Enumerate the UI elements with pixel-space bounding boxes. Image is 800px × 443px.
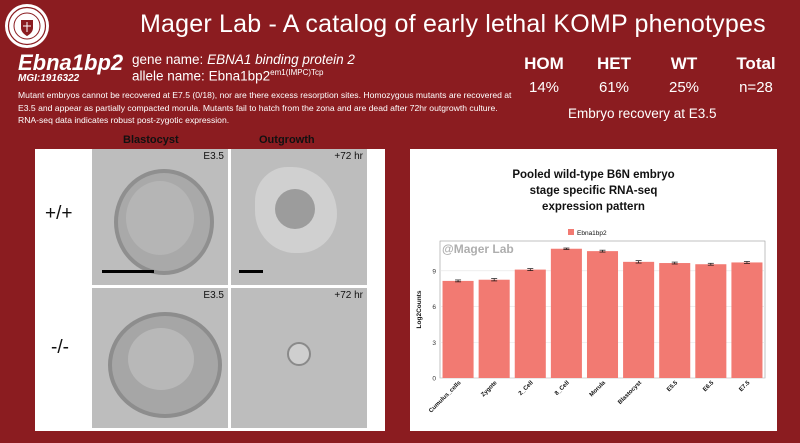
gene-name: gene name: EBNA1 binding protein 2: [132, 52, 355, 67]
chart-title-line-2: stage specific RNA-seq: [529, 185, 658, 197]
stat-wt: WT 25%: [655, 54, 713, 96]
stat-hom: HOM 14%: [515, 54, 573, 96]
stat-value: n=28: [739, 79, 773, 96]
mgi-id: MGI:1916322: [18, 73, 80, 84]
bar: [586, 251, 619, 378]
gene-name-value: EBNA1 binding protein 2: [207, 52, 355, 67]
stage-tag: +72 hr: [334, 151, 363, 162]
recovery-caption: Embryo recovery at E3.5: [568, 106, 717, 121]
stat-total: Total n=28: [725, 54, 787, 96]
page-title: Mager Lab - A catalog of early lethal KO…: [140, 10, 766, 38]
stat-header: HET: [597, 54, 631, 73]
watermark: @Mager Lab: [442, 242, 514, 256]
gene-symbol: Ebna1bp2: [18, 50, 124, 75]
x-tick-label: Morula: [589, 380, 608, 399]
scale-bar: [239, 270, 263, 273]
rnaseq-chart-panel: Pooled wild-type B6N embryo stage specif…: [410, 149, 777, 431]
image-mutant-outgrowth: +72 hr: [231, 288, 367, 428]
allele-superscript: em1(IMPC)Tcp: [270, 68, 324, 77]
allele-name: allele name: Ebna1bp2em1(IMPC)Tcp: [132, 68, 323, 84]
bar: [550, 248, 582, 378]
stage-tag: +72 hr: [334, 290, 363, 301]
image-wt-blastocyst: E3.5: [92, 149, 228, 285]
stat-value: 61%: [598, 79, 630, 96]
image-mutant-blastocyst: E3.5: [92, 288, 228, 428]
y-axis-label: Log2Counts: [416, 290, 423, 328]
x-tick-label: Zygote: [480, 380, 499, 399]
column-header-outgrowth: Outgrowth: [259, 134, 315, 146]
row-label-mutant: -/-: [51, 337, 69, 358]
legend-label: Ebna1bp2: [577, 230, 607, 237]
stat-header: Total: [736, 54, 776, 73]
gene-name-label: gene name:: [132, 52, 204, 67]
university-seal-icon: [5, 4, 49, 48]
image-wt-outgrowth: +72 hr: [231, 149, 367, 285]
x-tick-label: E6.5: [702, 380, 715, 393]
embryo-image-panel: Blastocyst Outgrowth +/+ -/- E3.5 +72 hr…: [35, 134, 385, 431]
y-tick-label: 3: [432, 340, 436, 347]
x-tick-label: 8_Cell: [554, 380, 571, 397]
stage-tag: E3.5: [203, 151, 224, 162]
y-tick-label: 9: [432, 268, 436, 275]
bar: [514, 269, 546, 378]
row-label-wildtype: +/+: [45, 203, 73, 224]
chart-title-line-3: expression pattern: [542, 201, 645, 213]
allele-name-label: allele name:: [132, 68, 205, 84]
legend-swatch: [568, 229, 574, 235]
column-header-blastocyst: Blastocyst: [123, 134, 179, 146]
phenotype-description: Mutant embryos cannot be recovered at E7…: [18, 90, 512, 126]
y-tick-label: 0: [432, 376, 436, 383]
x-tick-label: E5.5: [666, 380, 679, 393]
x-tick-label: Cumulus_cells: [428, 380, 463, 415]
x-tick-label: Blastocyst: [617, 380, 643, 406]
x-tick-label: 2_Cell: [518, 380, 535, 397]
bar: [623, 261, 655, 378]
bar: [442, 280, 474, 378]
bar-chart: 0 3 6 9 Ebna1bp2 @Mager Lab Log2Counts Cumulus_…: [416, 229, 766, 415]
bar: [695, 264, 727, 378]
stage-tag: E3.5: [203, 290, 224, 301]
stat-header: HOM: [524, 54, 564, 73]
stat-het: HET 61%: [585, 54, 643, 96]
x-tick-label: E7.5: [738, 380, 751, 393]
scale-bar: [102, 270, 154, 273]
stat-header: WT: [670, 54, 698, 73]
chart-title-line-1: Pooled wild-type B6N embryo: [512, 169, 675, 181]
stat-value: 14%: [528, 79, 560, 96]
bar: [478, 279, 510, 378]
bar: [659, 263, 691, 378]
bar: [731, 262, 763, 378]
stat-value: 25%: [668, 79, 700, 96]
allele-name-value: Ebna1bp2: [208, 68, 271, 84]
y-tick-label: 6: [432, 304, 436, 311]
